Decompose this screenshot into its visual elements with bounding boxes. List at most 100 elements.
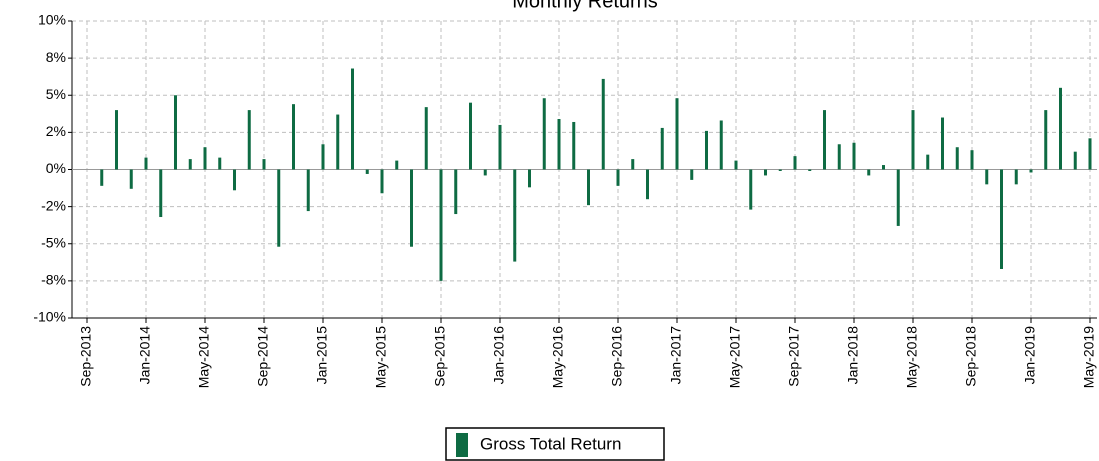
- bar: [631, 159, 635, 170]
- bar: [719, 120, 723, 170]
- x-tick-label: Sep-2018: [963, 326, 979, 387]
- bar: [1073, 151, 1077, 170]
- bar: [734, 160, 738, 170]
- bar: [439, 169, 443, 281]
- y-tick-label: -5%: [41, 234, 66, 250]
- bar: [867, 169, 871, 176]
- x-tick-label: Sep-2015: [432, 326, 448, 387]
- y-tick-label: 0%: [46, 160, 66, 176]
- bar: [365, 169, 369, 174]
- bar: [115, 110, 118, 170]
- bar: [896, 169, 900, 226]
- bar: [882, 165, 885, 170]
- bar: [572, 121, 576, 170]
- bar: [247, 110, 251, 170]
- bar: [469, 102, 472, 170]
- bar: [808, 169, 812, 171]
- bar: [144, 157, 148, 170]
- y-tick-label: 8%: [46, 49, 66, 65]
- bar: [159, 169, 163, 218]
- bar: [911, 110, 915, 170]
- bar: [454, 169, 458, 215]
- bar: [483, 169, 487, 176]
- y-tick-label: -2%: [41, 197, 66, 213]
- y-tick-label: 5%: [46, 86, 66, 102]
- bar: [129, 169, 133, 189]
- y-tick-label: -10%: [33, 309, 66, 325]
- bar: [1000, 169, 1003, 269]
- x-tick-label: Sep-2014: [255, 326, 271, 387]
- y-tick-label: 2%: [46, 123, 66, 139]
- bar: [616, 169, 620, 186]
- bar: [646, 169, 649, 200]
- bar: [970, 150, 974, 170]
- bar: [262, 159, 266, 170]
- bar: [203, 147, 207, 170]
- bar: [542, 98, 546, 170]
- x-tick-label: Sep-2016: [609, 326, 625, 387]
- bar: [749, 169, 753, 210]
- bar: [513, 169, 517, 262]
- bar: [985, 169, 989, 185]
- bar: [778, 169, 782, 171]
- bar: [100, 169, 104, 186]
- x-tick-label: May-2017: [727, 326, 743, 388]
- x-tick-label: Jan-2018: [845, 326, 861, 385]
- bar: [306, 169, 310, 212]
- bar: [498, 124, 502, 170]
- bar: [424, 107, 428, 170]
- bar: [660, 127, 664, 170]
- bar: [690, 169, 694, 180]
- bar: [557, 119, 561, 170]
- bar: [380, 169, 384, 194]
- x-tick-label: Jan-2019: [1022, 326, 1038, 385]
- legend-label: Gross Total Return: [480, 434, 621, 453]
- bar: [587, 169, 590, 206]
- legend-box: [445, 427, 665, 461]
- bar: [705, 130, 708, 170]
- bar: [837, 144, 841, 170]
- bar: [321, 144, 325, 170]
- bar: [528, 169, 531, 188]
- x-tick-label: May-2015: [373, 326, 389, 388]
- bar: [1029, 169, 1033, 173]
- bar: [1014, 169, 1018, 185]
- legend-swatch: [456, 433, 468, 457]
- bar: [823, 110, 826, 170]
- bar: [1059, 87, 1062, 170]
- x-tick-label: May-2019: [1081, 326, 1097, 388]
- bar: [277, 169, 281, 247]
- bar: [1088, 138, 1092, 170]
- chart-title: Monthly Returns: [512, 0, 658, 12]
- x-tick-label: Sep-2013: [78, 326, 94, 387]
- bar: [292, 104, 295, 170]
- y-tick-label: 10%: [38, 12, 66, 28]
- bar: [336, 114, 340, 170]
- bar: [1044, 110, 1048, 170]
- x-tick-label: Jan-2015: [314, 326, 330, 385]
- bar: [174, 95, 177, 170]
- bar: [852, 142, 856, 170]
- y-tick-label: -8%: [41, 272, 66, 288]
- x-tick-label: Sep-2017: [786, 326, 802, 387]
- x-tick-label: May-2018: [904, 326, 920, 388]
- bar: [941, 117, 944, 170]
- x-tick-label: May-2014: [196, 326, 212, 388]
- bar: [351, 68, 354, 170]
- bar: [926, 154, 930, 170]
- bar: [793, 156, 797, 170]
- x-tick-label: May-2016: [550, 326, 566, 388]
- bar: [955, 147, 959, 170]
- bar: [764, 169, 767, 176]
- bar: [218, 157, 222, 170]
- bar: [188, 159, 192, 170]
- bar: [675, 98, 679, 170]
- bar: [601, 78, 605, 170]
- x-tick-label: Jan-2014: [137, 326, 153, 385]
- bar: [233, 169, 236, 191]
- x-tick-label: Jan-2016: [491, 326, 507, 385]
- bar: [395, 160, 399, 170]
- bar: [410, 169, 413, 247]
- x-tick-label: Jan-2017: [668, 326, 684, 385]
